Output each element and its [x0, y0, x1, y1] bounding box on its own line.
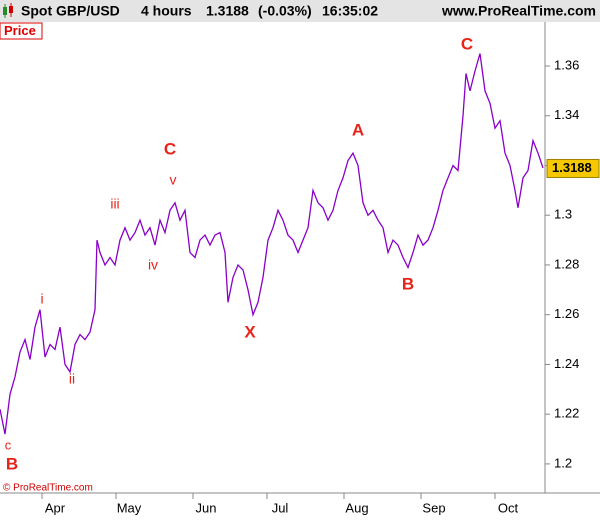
x-tick-label: Apr	[45, 500, 66, 515]
change: (-0.03%)	[258, 3, 312, 19]
last-price-box	[546, 158, 600, 178]
last-price: 1.3188	[206, 3, 249, 19]
wave-label: C	[164, 139, 176, 158]
x-tick-label: May	[117, 500, 142, 515]
x-tick-label: Aug	[345, 500, 368, 515]
wave-label: B	[402, 274, 414, 293]
x-tick-label: Sep	[422, 500, 445, 515]
wave-label: X	[244, 322, 256, 341]
last-price-label: 1.3188	[552, 160, 592, 175]
y-tick-label: 1.3	[554, 207, 572, 222]
wave-label: i	[40, 291, 43, 307]
wave-label: A	[352, 120, 364, 139]
panel-label: Price	[4, 23, 36, 38]
symbol: Spot GBP/USD	[21, 3, 120, 19]
timeframe: 4 hours	[141, 3, 192, 19]
header-bar	[0, 0, 600, 22]
y-tick-label: 1.22	[554, 406, 579, 421]
price-line	[0, 53, 544, 435]
y-tick-label: 1.34	[554, 107, 579, 122]
wave-label: ii	[69, 371, 75, 387]
panel-label-box	[0, 22, 43, 40]
wave-label: iv	[148, 257, 158, 273]
header-icon	[3, 3, 13, 18]
wave-label: B	[6, 454, 18, 473]
y-tick-label: 1.24	[554, 356, 579, 371]
y-tick-label: 1.2	[554, 455, 572, 470]
site: www.ProRealTime.com	[441, 3, 596, 19]
time: 16:35:02	[322, 3, 378, 19]
x-tick-label: Jun	[196, 500, 217, 515]
y-tick-label: 1.26	[554, 306, 579, 321]
x-tick-label: Oct	[498, 500, 519, 515]
wave-label: iii	[110, 196, 119, 212]
y-tick-label: 1.36	[554, 57, 579, 72]
wave-label: C	[461, 34, 473, 53]
wave-label: v	[170, 172, 177, 188]
wave-label: c	[5, 437, 12, 452]
copyright: © ProRealTime.com	[3, 483, 93, 494]
y-tick-label: 1.28	[554, 256, 579, 271]
x-tick-label: Jul	[272, 500, 289, 515]
